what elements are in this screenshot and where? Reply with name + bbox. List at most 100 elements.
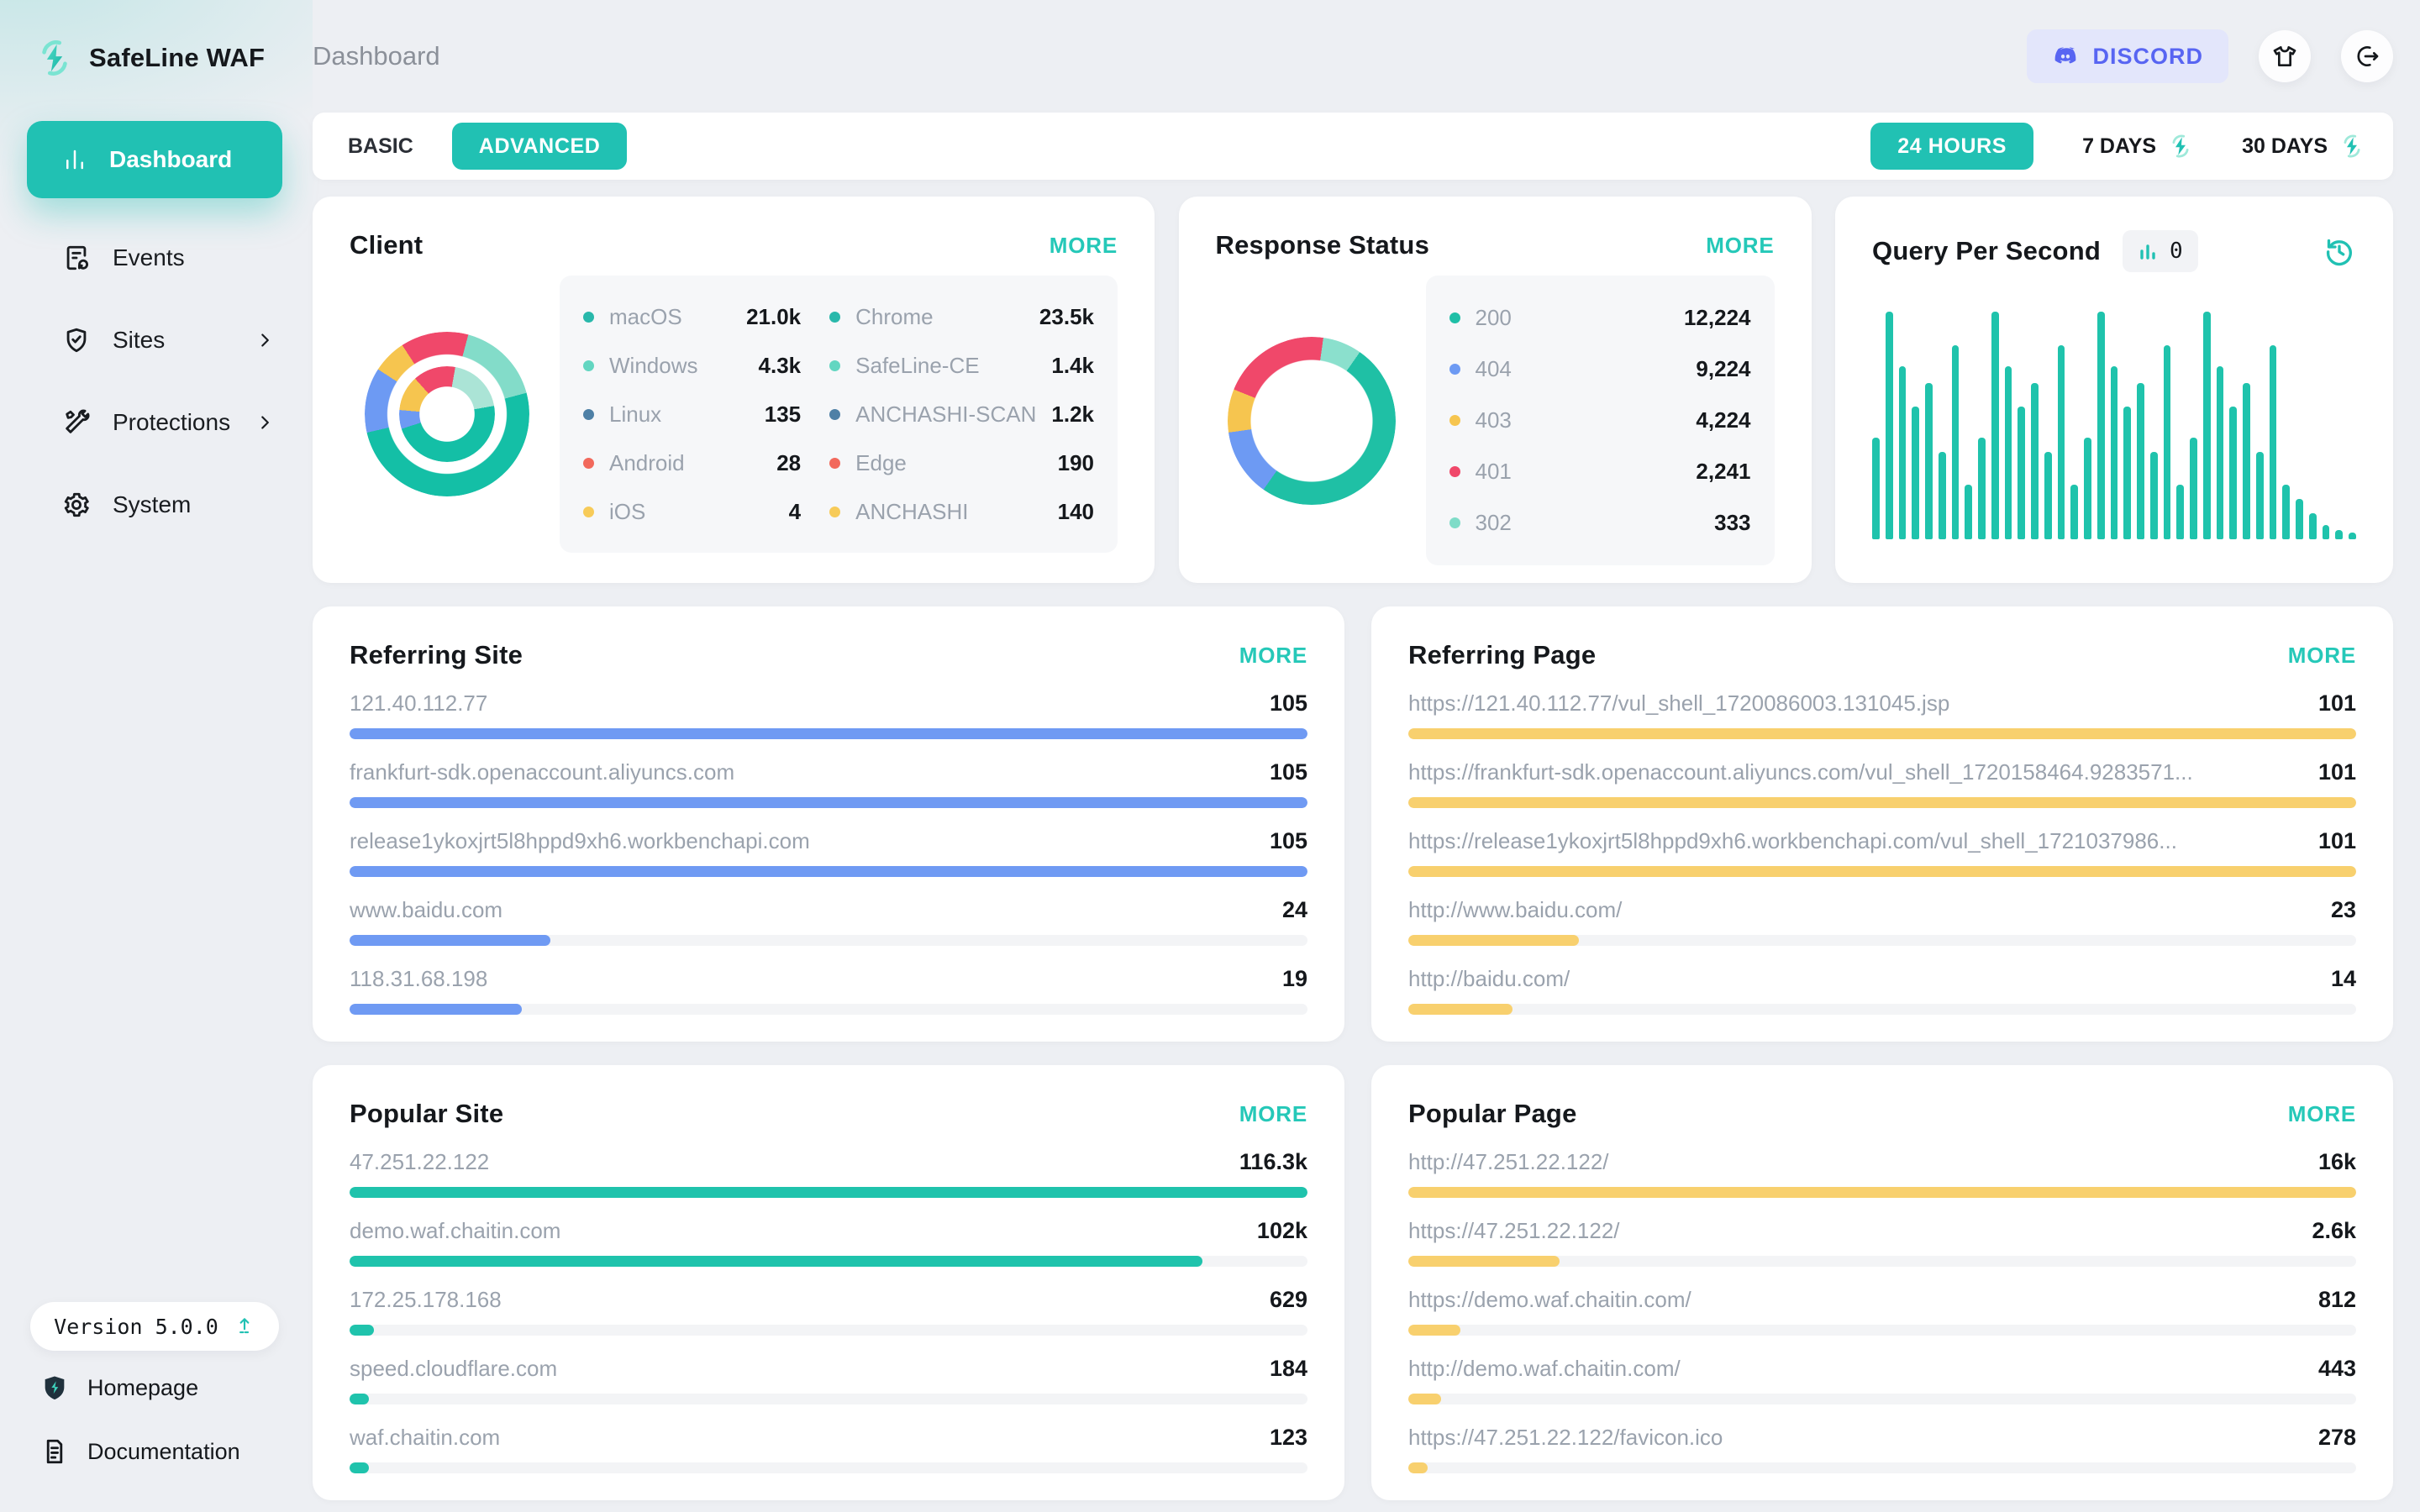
legend-label: SafeLine-CE <box>855 352 980 378</box>
list-item-value: 23 <box>2330 897 2356 922</box>
list-item-text: 47.251.22.122 116.3k <box>350 1149 1307 1175</box>
qps-bar <box>2096 312 2105 539</box>
qps-history-button[interactable] <box>2323 234 2356 268</box>
legend-item: Linux 135 <box>583 390 801 438</box>
list-item-label: http://demo.waf.chaitin.com/ <box>1408 1356 1681 1381</box>
theme-button[interactable] <box>2259 30 2311 82</box>
response-status-card: Response Status MORE 200 12,224 404 9,224 40… <box>1178 197 1812 583</box>
list-item: 172.25.178.168 629 <box>350 1287 1307 1336</box>
tab-7-days[interactable]: 7 DAYS <box>2082 134 2193 159</box>
list-item-text: speed.cloudflare.com 184 <box>350 1356 1307 1382</box>
list-item-label: speed.cloudflare.com <box>350 1356 558 1381</box>
sidebar-item-system[interactable]: System <box>0 464 313 546</box>
legend-item: 403 4,224 <box>1449 395 1751 446</box>
qps-bar <box>2243 382 2250 539</box>
homepage-shield-icon <box>45 1376 65 1400</box>
sidebar-item-sites[interactable]: Sites <box>0 299 313 381</box>
list-item-text: https://47.251.22.122/2.6k <box>1408 1218 2356 1244</box>
list-item-label: release1ykoxjrt5l8hppd9xh6.workbenchapi.… <box>350 828 810 853</box>
sidebar-menu: Events Sites Protections System <box>0 217 313 546</box>
client-more-link[interactable]: MORE <box>1049 232 1118 258</box>
sidebar-item-events[interactable]: Events <box>0 217 313 299</box>
tab-advanced[interactable]: ADVANCED <box>451 123 628 170</box>
progress-track <box>350 1004 1307 1015</box>
list-item-text: 118.31.68.198 19 <box>350 966 1307 992</box>
list-item: http://demo.waf.chaitin.com/443 <box>1408 1356 2356 1404</box>
popular-site-card: Popular Site MORE 47.251.22.122 116.3k dem… <box>313 1065 1344 1500</box>
tools-icon <box>66 409 90 433</box>
progress-track <box>350 1256 1307 1267</box>
qps-bar <box>2229 407 2237 539</box>
client-card: Client MORE macOS 21.0k Windows 4.3k Linux 13… <box>313 197 1155 583</box>
tab-24-hours[interactable]: 24 HOURS <box>1870 123 2034 170</box>
legend-value: 2,241 <box>1696 459 1751 484</box>
logout-button[interactable] <box>2341 30 2393 82</box>
list-item: https://47.251.22.122/2.6k <box>1408 1218 2356 1267</box>
list-item-text: http://demo.waf.chaitin.com/443 <box>1408 1356 2356 1382</box>
popular-page-more-link[interactable]: MORE <box>2287 1100 2356 1126</box>
progress-track <box>350 1462 1307 1473</box>
legend-item: 404 9,224 <box>1449 344 1751 395</box>
history-icon <box>2326 239 2352 266</box>
list-item-text: https://release1ykoxjrt5l8hppd9xh6.workb… <box>1408 828 2356 854</box>
list-item: www.baidu.com 24 <box>350 897 1307 946</box>
referring-page-more-link[interactable]: MORE <box>2287 642 2356 668</box>
legend-label: Android <box>609 449 685 475</box>
qps-bar <box>1885 312 1893 539</box>
legend-value: 1.2k <box>1051 401 1094 427</box>
legend-dot <box>1449 312 1460 323</box>
progress-track <box>350 866 1307 877</box>
legend-dot <box>583 311 594 323</box>
discord-label: DISCORD <box>2092 43 2203 69</box>
sidebar: SafeLine WAF Dashboard Events Sites <box>0 0 313 1512</box>
main-content: Dashboard DISCORD BASIC ADVANCED <box>313 0 2393 1500</box>
qps-card: Query Per Second 0 <box>1835 197 2393 583</box>
list-item-label: https://121.40.112.77/vul_shell_17200860… <box>1408 690 1950 716</box>
qps-bar <box>2149 451 2158 539</box>
legend-value: 21.0k <box>746 303 802 329</box>
progress-fill <box>350 1462 369 1473</box>
legend-dot <box>583 457 594 469</box>
response-more-link[interactable]: MORE <box>1706 232 1775 258</box>
list-item: http://baidu.com/14 <box>1408 966 2356 1015</box>
list-item-value: 184 <box>1269 1356 1307 1381</box>
progress-track <box>1408 1325 2356 1336</box>
list-item-value: 812 <box>2317 1287 2356 1312</box>
list-item: 118.31.68.198 19 <box>350 966 1307 1015</box>
list-item-text: 121.40.112.77 105 <box>350 690 1307 717</box>
discord-button[interactable]: DISCORD <box>2027 29 2228 83</box>
referring-site-more-link[interactable]: MORE <box>1239 642 1307 668</box>
qps-bar <box>1978 437 1986 539</box>
document-icon <box>46 1439 63 1464</box>
progress-fill <box>1408 1325 1461 1336</box>
gear-icon <box>64 492 89 517</box>
tab-30-days[interactable]: 30 DAYS <box>2242 134 2365 159</box>
legend-dot <box>829 311 841 323</box>
legend-label: ANCHASHI <box>855 498 969 524</box>
legend-value: 9,224 <box>1696 356 1751 381</box>
side-link-label: Documentation <box>87 1438 240 1464</box>
side-link-label: Homepage <box>87 1374 199 1400</box>
sidebar-item-dashboard[interactable]: Dashboard <box>27 121 282 198</box>
popular-site-more-link[interactable]: MORE <box>1239 1100 1307 1126</box>
progress-track <box>350 935 1307 946</box>
response-donut-chart <box>1216 295 1426 547</box>
progress-track <box>1408 1256 2356 1267</box>
homepage-link[interactable]: Homepage <box>30 1361 279 1415</box>
list-item-value: 24 <box>1281 897 1307 922</box>
version-badge[interactable]: Version 5.0.0 <box>30 1302 279 1351</box>
progress-fill <box>1408 728 2356 739</box>
legend-label: 404 <box>1475 356 1512 381</box>
legend-dot <box>1449 466 1460 477</box>
list-item: speed.cloudflare.com 184 <box>350 1356 1307 1404</box>
list-item: 121.40.112.77 105 <box>350 690 1307 739</box>
legend-dot <box>829 360 841 371</box>
range-label: 30 DAYS <box>2242 134 2328 158</box>
progress-fill <box>1408 1394 1442 1404</box>
tab-basic[interactable]: BASIC <box>348 134 413 158</box>
documentation-link[interactable]: Documentation <box>30 1425 279 1478</box>
qps-bar <box>2308 512 2317 539</box>
list-item-text: http://47.251.22.122/16k <box>1408 1149 2356 1175</box>
sidebar-item-protections[interactable]: Protections <box>0 381 313 464</box>
qps-bar <box>2070 485 2078 539</box>
